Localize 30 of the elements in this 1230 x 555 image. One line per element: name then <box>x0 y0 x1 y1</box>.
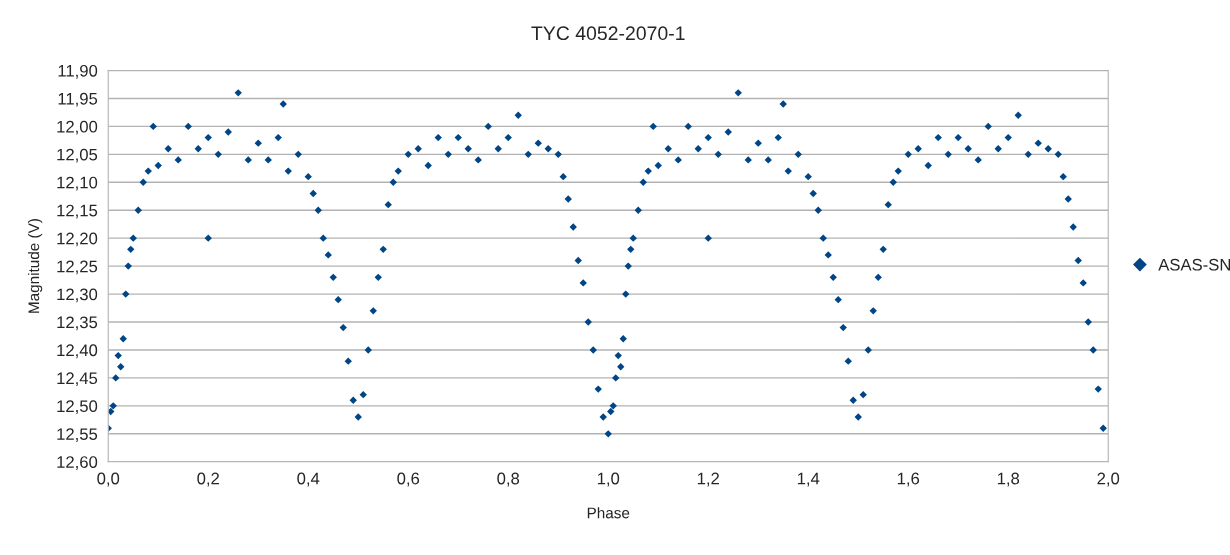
x-tick-label: 0,6 <box>397 472 420 487</box>
y-tick-label: 11,95 <box>58 92 98 107</box>
y-tick-label: 12,60 <box>57 456 98 470</box>
legend-label: ASAS-SN <box>1158 258 1230 271</box>
x-tick-label: 2,0 <box>1097 472 1120 487</box>
x-tick-label: 0,0 <box>97 472 120 487</box>
y-tick-label: 12,40 <box>57 344 98 359</box>
y-tick-label: 12,30 <box>57 288 98 303</box>
x-tick-label: 1,8 <box>997 472 1020 487</box>
y-tick-label: 12,10 <box>57 176 98 191</box>
x-tick-label: 0,8 <box>497 472 520 487</box>
y-tick-label: 12,50 <box>57 400 98 415</box>
chart-title: TYC 4052-2070-1 <box>531 26 685 41</box>
y-tick-label: 12,55 <box>57 428 98 442</box>
y-tick-label: 12,00 <box>57 120 98 135</box>
x-tick-label: 1,6 <box>897 472 920 487</box>
y-tick-label: 12,25 <box>57 260 98 275</box>
x-tick-label: 1,0 <box>597 472 620 487</box>
x-tick-label: 0,2 <box>197 472 219 487</box>
x-tick-label: 1,4 <box>797 472 820 487</box>
y-tick-label: 12,45 <box>57 372 98 387</box>
x-axis-title: Phase <box>587 507 630 519</box>
y-tick-label: 12,15 <box>57 204 98 219</box>
y-tick-label: 12,35 <box>57 316 98 331</box>
x-tick-label: 1,2 <box>697 472 719 487</box>
x-tick-label: 0,4 <box>297 472 320 487</box>
y-axis-title: Magnitude (V) <box>27 219 43 313</box>
y-tick-label: 12,20 <box>57 232 98 247</box>
y-tick-label: 11,90 <box>58 64 98 79</box>
y-tick-label: 12,05 <box>57 148 98 163</box>
